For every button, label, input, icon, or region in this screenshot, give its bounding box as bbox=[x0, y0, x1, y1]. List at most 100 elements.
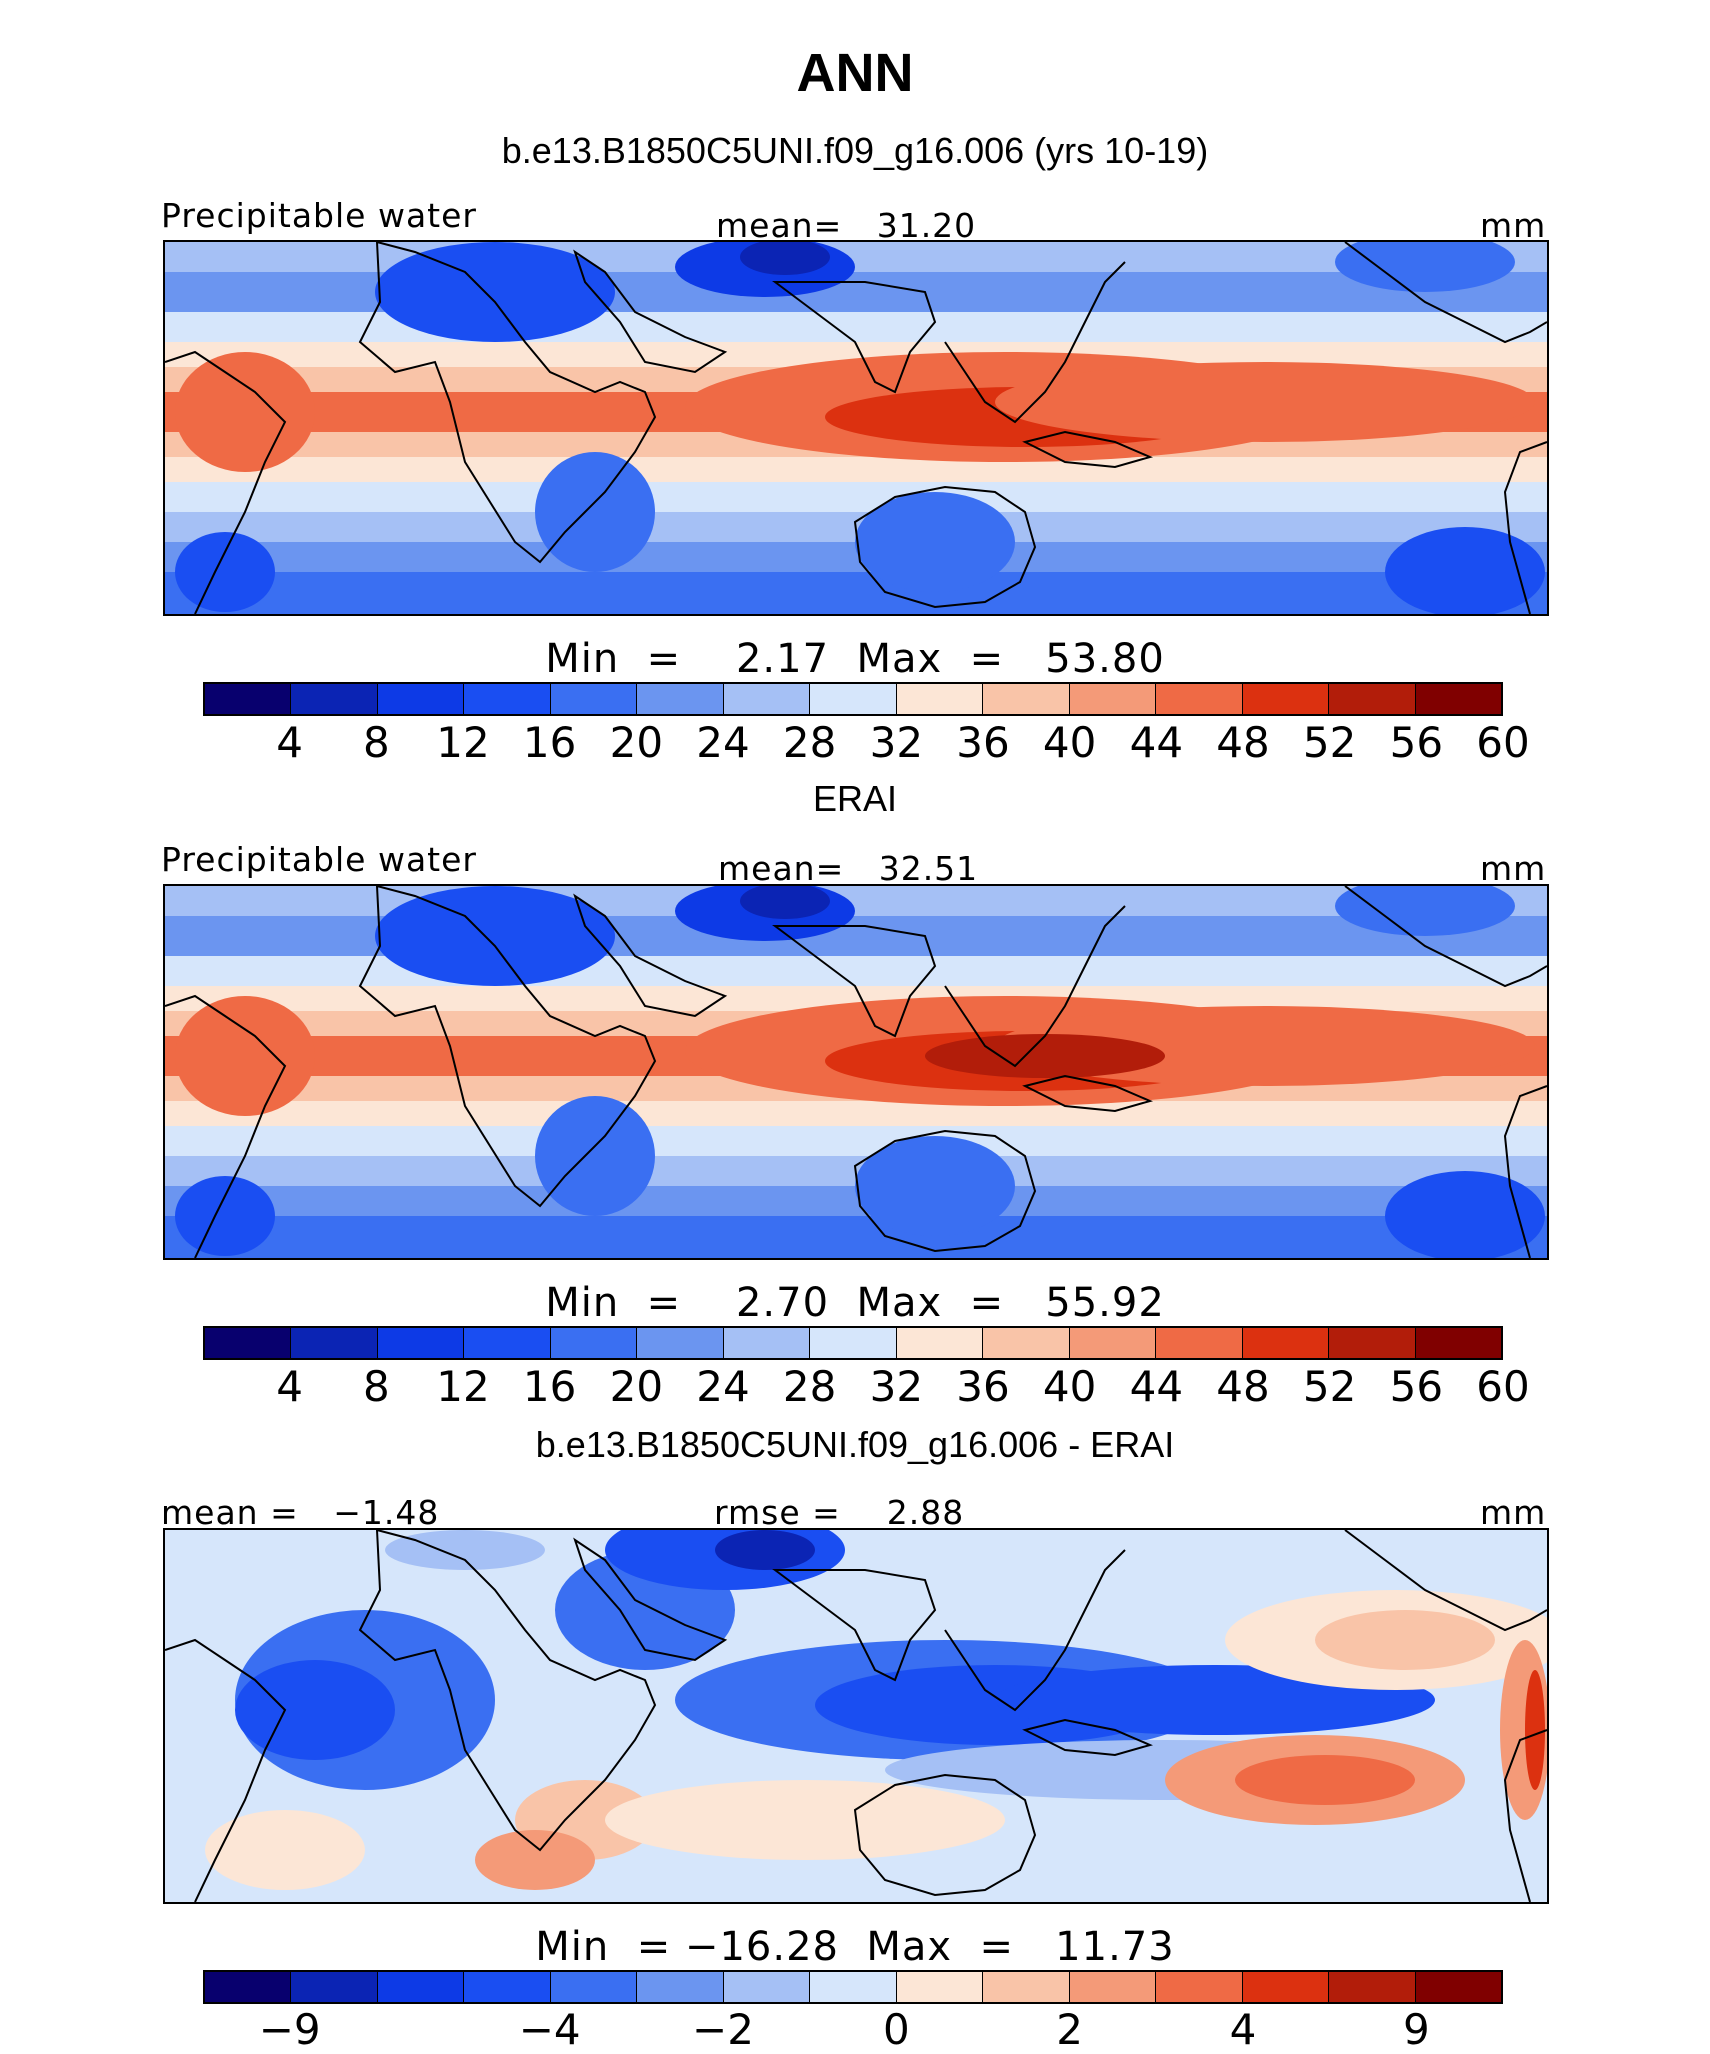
contour-band bbox=[165, 457, 1547, 482]
contour-band bbox=[165, 1101, 1547, 1126]
colorbar-tick-label: 24 bbox=[696, 1362, 750, 1411]
colorbar-tick-label: 4 bbox=[276, 1362, 304, 1411]
panel2-colorbar bbox=[203, 1326, 1503, 1360]
australia-coastline bbox=[853, 1129, 1037, 1253]
contour-blob bbox=[535, 1096, 655, 1216]
colorbar-swatch bbox=[205, 1328, 292, 1358]
africa-coastline bbox=[358, 1530, 657, 1852]
contour-blob bbox=[1315, 1610, 1495, 1670]
panel1-colorbar-ticks: 4 8 12 16 20 24 28 32 36 40 44 48 52 56 60 bbox=[0, 718, 1710, 768]
panel2-colorbar-ticks: 4 8 12 16 20 24 28 32 36 40 44 48 52 56 60 bbox=[0, 1362, 1710, 1412]
colorbar-swatch bbox=[637, 1972, 724, 2002]
colorbar-swatch bbox=[1242, 1972, 1330, 2002]
colorbar-tick-label: 4 bbox=[1229, 2005, 1257, 2054]
contour-blob bbox=[605, 1780, 1005, 1860]
colorbar-swatch bbox=[464, 684, 551, 714]
contour-blob bbox=[740, 242, 830, 275]
colorbar-tick-label: 16 bbox=[522, 1362, 577, 1411]
contour-blob bbox=[1525, 1670, 1545, 1790]
southamerica-coastline bbox=[165, 1638, 1547, 1902]
colorbar-swatch bbox=[723, 684, 811, 714]
colorbar-swatch bbox=[464, 1328, 551, 1358]
africa-coastline bbox=[358, 886, 657, 1208]
colorbar-swatch bbox=[464, 1972, 551, 2002]
colorbar-tick-label: 52 bbox=[1302, 1362, 1357, 1411]
contour-blob bbox=[175, 532, 275, 612]
colorbar-swatch bbox=[1156, 684, 1243, 714]
colorbar-tick-label: 40 bbox=[1042, 718, 1097, 767]
contour-blob bbox=[475, 1830, 595, 1890]
contour-band bbox=[165, 1126, 1547, 1156]
colorbar-swatch bbox=[1415, 1972, 1502, 2002]
panel1-mean-label: mean= 31.20 bbox=[716, 206, 977, 245]
colorbar-tick-label: 44 bbox=[1129, 1362, 1184, 1411]
colorbar-swatch bbox=[377, 1972, 465, 2002]
panel3-field bbox=[165, 1530, 1547, 1902]
contour-band bbox=[165, 572, 1547, 614]
colorbar-swatch bbox=[896, 1328, 984, 1358]
colorbar-swatch bbox=[1329, 1972, 1416, 2002]
australia-coastline bbox=[853, 485, 1037, 609]
colorbar-swatch bbox=[1415, 1328, 1502, 1358]
colorbar-swatch bbox=[1415, 684, 1502, 714]
contour-blob bbox=[375, 886, 615, 986]
arabia-coastline bbox=[573, 249, 728, 374]
panel1-map bbox=[163, 240, 1549, 616]
panel3-title: b.e13.B1850C5UNI.f09_g16.006 - ERAI bbox=[535, 1424, 1175, 1465]
panel1-field bbox=[165, 242, 1547, 614]
panel3-mean-label: mean = −1.48 bbox=[161, 1493, 440, 1532]
colorbar-swatch bbox=[1069, 684, 1157, 714]
contour-band bbox=[165, 482, 1547, 512]
colorbar-swatch bbox=[896, 1972, 984, 2002]
northamerica-coastline bbox=[1344, 886, 1547, 988]
panel3-colorbar bbox=[203, 1970, 1503, 2004]
colorbar-tick-label: 4 bbox=[276, 718, 304, 767]
contour-blob bbox=[715, 1530, 815, 1570]
colorbar-swatch bbox=[1156, 1972, 1243, 2002]
panel1-colorbar bbox=[203, 682, 1503, 716]
africa-coastline bbox=[358, 242, 657, 564]
colorbar-swatch bbox=[550, 684, 638, 714]
panel1-units: mm bbox=[1480, 206, 1547, 245]
panel2-mean-label: mean= 32.51 bbox=[718, 849, 979, 888]
panel1-variable-label: Precipitable water bbox=[161, 196, 477, 235]
newguinea-coastline bbox=[1022, 430, 1153, 469]
arabia-coastline bbox=[573, 893, 728, 1018]
contour-blob bbox=[1385, 527, 1545, 614]
colorbar-tick-label: 20 bbox=[609, 1362, 664, 1411]
colorbar-swatch bbox=[1242, 684, 1330, 714]
colorbar-tick-label: −9 bbox=[258, 2005, 321, 2054]
colorbar-swatch bbox=[637, 684, 724, 714]
seasia-coastline bbox=[944, 261, 1126, 424]
colorbar-tick-label: 48 bbox=[1216, 1362, 1270, 1411]
panel3-minmax: Min = −16.28 Max = 11.73 bbox=[535, 1924, 1175, 1970]
colorbar-tick-label: 52 bbox=[1302, 718, 1357, 767]
newguinea-coastline bbox=[1022, 1074, 1153, 1113]
newguinea-coastline bbox=[1022, 1718, 1153, 1757]
colorbar-tick-label: 60 bbox=[1476, 718, 1530, 767]
panel2-map bbox=[163, 884, 1549, 1260]
colorbar-swatch bbox=[983, 684, 1070, 714]
australia-coastline bbox=[853, 1773, 1037, 1897]
panel1-title: b.e13.B1850C5UNI.f09_g16.006 (yrs 10-19) bbox=[501, 130, 1209, 171]
colorbar-tick-label: 56 bbox=[1389, 718, 1444, 767]
southamerica-coastline bbox=[165, 350, 1547, 614]
colorbar-swatch bbox=[205, 684, 292, 714]
contour-blob bbox=[1335, 886, 1515, 936]
contour-blob bbox=[175, 352, 315, 472]
contour-blob bbox=[375, 242, 615, 342]
colorbar-swatch bbox=[377, 1328, 465, 1358]
colorbar-tick-label: 28 bbox=[782, 718, 837, 767]
india-coastline bbox=[772, 281, 937, 394]
panel1-minmax: Min = 2.17 Max = 53.80 bbox=[545, 636, 1165, 682]
panel3-colorbar-ticks: −9 −4 −2 0 2 4 9 bbox=[0, 2005, 1710, 2054]
colorbar-swatch bbox=[1069, 1328, 1157, 1358]
colorbar-tick-label: 2 bbox=[1056, 2005, 1084, 2054]
colorbar-tick-label: −2 bbox=[692, 2005, 754, 2054]
seasia-coastline bbox=[944, 1549, 1126, 1712]
colorbar-tick-label: −4 bbox=[518, 2005, 581, 2054]
colorbar-swatch bbox=[983, 1328, 1070, 1358]
contour-blob bbox=[385, 1530, 545, 1570]
colorbar-tick-label: 16 bbox=[522, 718, 577, 767]
colorbar-tick-label: 48 bbox=[1216, 718, 1270, 767]
